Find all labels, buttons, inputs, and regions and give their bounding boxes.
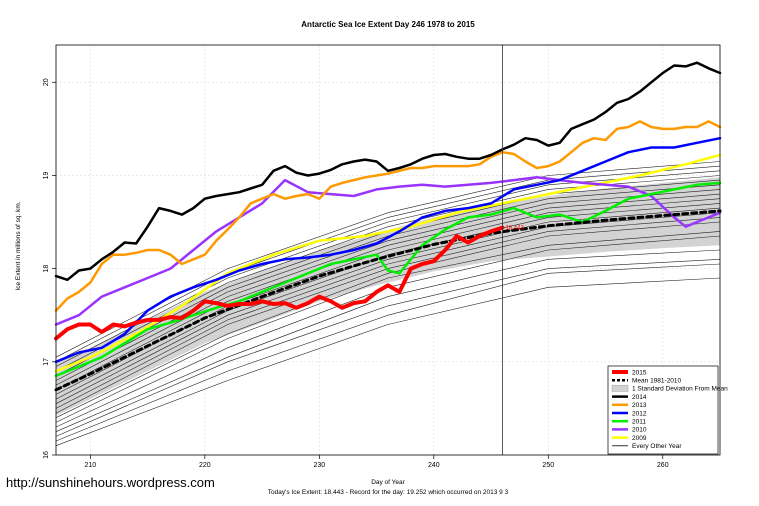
- y-tick-label: 17: [43, 358, 50, 366]
- y-axis-label: Ice Extent in millions of sq. km.: [15, 201, 22, 290]
- legend-label: 2012: [632, 410, 647, 417]
- watermark-url: http://sunshinehours.wordpress.com: [6, 475, 215, 490]
- x-tick-label: 250: [542, 462, 554, 469]
- y-tick-label: 19: [43, 171, 50, 179]
- y-tick-label: 16: [43, 451, 50, 459]
- x-tick-label: 260: [657, 462, 669, 469]
- legend-label: 2011: [632, 419, 646, 426]
- background-year-line: [55, 221, 721, 418]
- x-axis-ticks: 210 220 230 240 250 260: [85, 455, 669, 469]
- plot-frame: [55, 44, 721, 456]
- background-year-line: [55, 263, 721, 442]
- legend-label: 2013: [632, 402, 647, 409]
- y-tick-label: 18: [43, 265, 50, 273]
- x-axis-label: Day of Year: [371, 479, 405, 486]
- legend-label: 2015: [632, 369, 647, 376]
- background-year-line: [55, 231, 721, 423]
- legend-label: Mean 1981-2010: [632, 378, 682, 385]
- x-tick-label: 230: [313, 462, 325, 469]
- y-tick-label: 20: [43, 78, 50, 86]
- x-tick-label: 220: [199, 462, 211, 469]
- series-line-mean-1981-2010: [54, 209, 722, 392]
- background-year-lines: [55, 161, 721, 446]
- footer-text: Today's Ice Extent: 18.443 - Record for …: [268, 489, 509, 496]
- background-year-line: [55, 249, 721, 432]
- x-tick-label: 210: [85, 462, 97, 469]
- background-year-line: [55, 212, 721, 409]
- background-year-line: [55, 203, 721, 400]
- background-year-line: [55, 161, 721, 358]
- highlighted-series: [54, 61, 722, 392]
- x-tick-label: 240: [428, 462, 440, 469]
- legend-swatch: [611, 385, 629, 392]
- background-year-line: [55, 259, 721, 437]
- background-year-line: [55, 277, 721, 446]
- series-line-2012: [54, 136, 722, 364]
- series-line-2015: [54, 225, 505, 341]
- legend-box: [607, 365, 719, 455]
- std-dev-band: [56, 177, 720, 416]
- background-year-line: [55, 189, 721, 386]
- background-year-line: [55, 165, 721, 363]
- background-year-line: [55, 207, 721, 404]
- legend-label: 2014: [632, 394, 647, 401]
- std-dev-band-area: [56, 177, 720, 416]
- current-value-label: 18.443: [505, 226, 524, 232]
- chart-title: Antarctic Sea Ice Extent Day 246 1978 to…: [301, 20, 475, 29]
- legend-label: 2010: [632, 427, 647, 434]
- legend-label: 2009: [632, 435, 647, 442]
- series-line-2014: [54, 61, 722, 282]
- series-line-2011: [54, 181, 722, 378]
- series-line-2013: [54, 120, 722, 312]
- y-axis-ticks: 16 17 18 19 20: [43, 78, 56, 459]
- background-year-line: [55, 193, 721, 391]
- background-year-line: [55, 170, 721, 367]
- legend-label: Every Other Year: [632, 443, 682, 450]
- legend-label: 1 Standard Deviation From Mean: [632, 386, 728, 393]
